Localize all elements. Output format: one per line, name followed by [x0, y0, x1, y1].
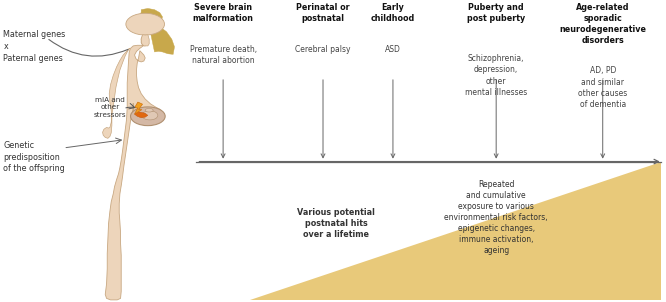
Text: Puberty and
post puberty: Puberty and post puberty	[467, 3, 525, 23]
Text: mIA and
other
stressors: mIA and other stressors	[94, 97, 126, 118]
Polygon shape	[135, 112, 148, 118]
Polygon shape	[103, 48, 130, 138]
Text: Age-related
sporadic
neurodegenerative
disorders: Age-related sporadic neurodegenerative d…	[559, 3, 646, 45]
Text: Early
childhood: Early childhood	[371, 3, 415, 23]
Ellipse shape	[142, 111, 158, 120]
Polygon shape	[250, 162, 661, 300]
Text: Repeated
and cumulative
exposure to various
environmental risk factors,
epigenet: Repeated and cumulative exposure to vari…	[444, 180, 548, 255]
Text: ASD: ASD	[385, 45, 401, 54]
Ellipse shape	[145, 108, 153, 112]
Text: Genetic
predisposition
of the offspring: Genetic predisposition of the offspring	[3, 141, 65, 173]
Text: Perinatal or
postnatal: Perinatal or postnatal	[296, 3, 350, 23]
Ellipse shape	[126, 13, 165, 35]
Polygon shape	[141, 35, 149, 46]
Text: Maternal genes
x
Paternal genes: Maternal genes x Paternal genes	[3, 30, 65, 63]
Polygon shape	[105, 35, 163, 300]
Polygon shape	[135, 102, 143, 114]
Polygon shape	[139, 8, 174, 54]
Text: AD, PD
and similar
other causes
of dementia: AD, PD and similar other causes of demen…	[578, 66, 627, 109]
Text: Schizophrenia,
depression,
other
mental illnesses: Schizophrenia, depression, other mental …	[465, 54, 527, 97]
Ellipse shape	[131, 107, 165, 126]
Text: Severe brain
malformation: Severe brain malformation	[192, 3, 254, 23]
Text: Premature death,
natural abortion: Premature death, natural abortion	[190, 45, 256, 66]
Text: Various potential
postnatal hits
over a lifetime: Various potential postnatal hits over a …	[298, 208, 375, 239]
Text: Cerebral palsy: Cerebral palsy	[295, 45, 351, 54]
